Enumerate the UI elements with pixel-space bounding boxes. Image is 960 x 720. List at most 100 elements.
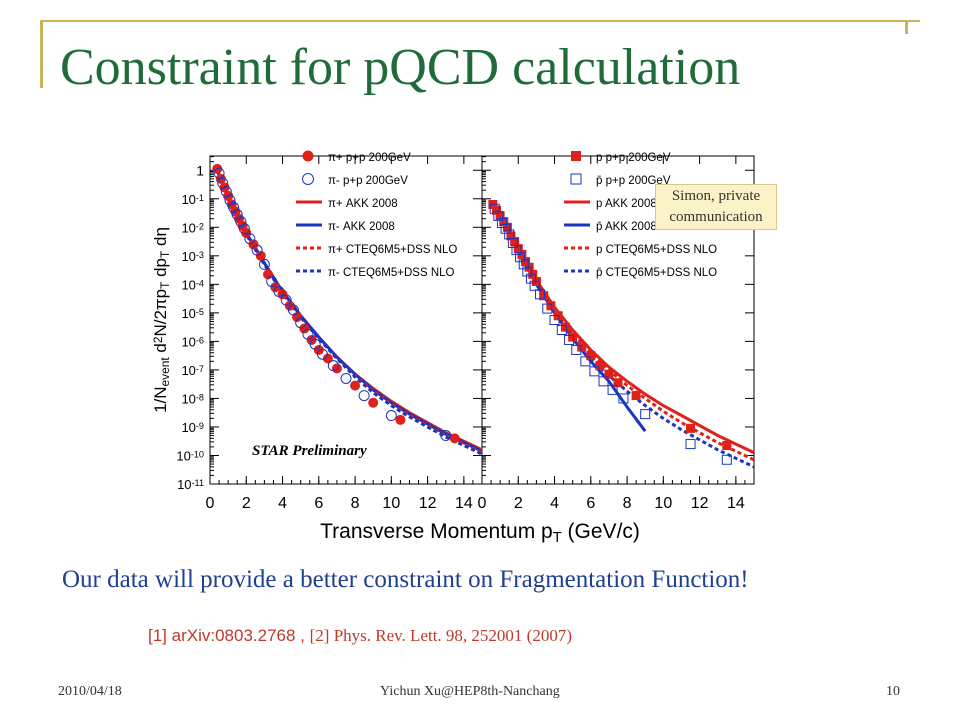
y-tick-label: 10-3	[181, 249, 204, 264]
data-point	[640, 409, 651, 420]
data-point	[529, 280, 540, 291]
data-point	[440, 430, 452, 442]
chart: 0 2 4 6 8 10 12 14 0 2 4 6 8 10 12 14 1 10-1 10-2 10-3 10-4 1…	[151, 150, 755, 546]
data-point	[564, 334, 575, 345]
data-point	[586, 351, 596, 361]
frame-corner-mark	[905, 20, 908, 34]
data-point	[535, 289, 546, 300]
legend-label: p AKK 2008	[596, 198, 657, 210]
data-point	[231, 208, 243, 220]
data-point	[496, 218, 507, 229]
y-tick-label: 10-2	[181, 220, 204, 235]
private-communication-note: Simon, private communication	[655, 184, 777, 230]
legend-label: p̄ p+p 200GeV	[596, 175, 671, 187]
star-preliminary-annotation: STAR Preliminary	[252, 443, 367, 459]
data-point	[287, 304, 299, 316]
footer-date: 2010/04/18	[58, 684, 122, 699]
data-point	[340, 372, 352, 384]
data-point	[327, 360, 339, 372]
data-point	[316, 348, 328, 360]
x-tick-label: 6	[314, 495, 323, 512]
data-point	[309, 338, 321, 350]
data-point	[244, 233, 256, 245]
legend-label: π+ AKK 2008	[328, 198, 398, 210]
data-point	[598, 376, 609, 387]
data-point	[255, 250, 266, 261]
data-point	[350, 380, 361, 391]
data-point	[589, 366, 600, 377]
legend-marker	[570, 173, 582, 185]
data-point	[525, 273, 536, 284]
series-line	[489, 200, 755, 454]
data-point	[299, 323, 310, 334]
data-point	[495, 211, 505, 221]
data-point	[607, 384, 618, 395]
legend-label: π- CTEQ6M5+DSS NLO	[328, 267, 455, 279]
data-point	[522, 266, 533, 277]
data-point	[493, 210, 504, 221]
data-point	[224, 194, 236, 206]
x-tick-label: 4	[278, 495, 287, 512]
data-point	[395, 414, 406, 425]
data-point	[510, 237, 520, 247]
frame-horizontal-line	[40, 20, 920, 22]
data-point	[613, 378, 623, 388]
y-tick-label: 10-6	[181, 334, 204, 349]
note-line-2: communication	[669, 209, 763, 225]
x-tick-label: 14	[727, 495, 745, 512]
data-point	[507, 237, 518, 248]
data-point	[577, 342, 587, 352]
note-line-1: Simon, private	[671, 188, 761, 204]
data-point	[235, 216, 247, 228]
x-tick-label: 6	[586, 495, 595, 512]
data-point	[546, 301, 556, 311]
data-point	[549, 315, 560, 325]
data-point	[284, 300, 295, 311]
data-point	[722, 440, 732, 450]
x-tick-label: 2	[514, 495, 523, 512]
data-point	[492, 205, 502, 215]
x-tick-label: 10	[382, 495, 400, 512]
reference-2: [2] Phys. Rev. Lett. 98, 252001 (2007)	[309, 626, 572, 645]
x-axis-label: Transverse Momentum pT (GeV/c)	[320, 520, 640, 546]
conclusion-statement: Our data will provide a better constrain…	[62, 566, 749, 593]
x-tick-label: 12	[419, 495, 437, 512]
legend-label: p CTEQ6M5+DSS NLO	[596, 244, 717, 256]
legend-label: p̄ CTEQ6M5+DSS NLO	[596, 267, 717, 279]
x-tick-label: 8	[623, 495, 632, 512]
data-point	[568, 332, 578, 342]
y-tick-label: 10-11	[177, 477, 204, 492]
data-point	[368, 397, 379, 408]
data-point	[618, 393, 629, 404]
x-tick-label: 0	[478, 495, 487, 512]
y-tick-label: 10-4	[181, 277, 204, 292]
series-line	[498, 215, 755, 462]
reference-1: [1] arXiv:0803.2768	[148, 626, 296, 645]
footer-author: Yichun Xu@HEP8th-Nanchang	[380, 684, 560, 699]
legend-label: p̄ AKK 2008	[596, 221, 657, 233]
data-point	[517, 249, 527, 259]
data-point	[511, 245, 522, 256]
y-tick-label: 10-8	[181, 391, 204, 406]
y-tick-label: 10-10	[176, 448, 204, 463]
data-point	[213, 167, 225, 179]
x-tick-label: 12	[691, 495, 709, 512]
slide-title: Constraint for pQCD calculation	[60, 39, 741, 96]
x-tick-label: 0	[206, 495, 215, 512]
data-point	[539, 291, 549, 301]
frame-vertical-line	[40, 20, 43, 88]
data-point	[280, 294, 292, 306]
data-point	[258, 258, 270, 270]
x-tick-label: 10	[654, 495, 672, 512]
data-point	[502, 222, 512, 232]
data-point	[273, 285, 285, 297]
reference-separator: ,	[295, 626, 310, 645]
data-point	[521, 257, 531, 267]
data-point	[571, 344, 582, 355]
y-tick-label: 10-1	[181, 192, 204, 207]
data-point	[306, 334, 317, 345]
y-tick-label: 10-9	[181, 420, 204, 435]
data-point	[560, 322, 570, 332]
data-point	[721, 454, 732, 465]
page-number: 10	[886, 684, 900, 699]
